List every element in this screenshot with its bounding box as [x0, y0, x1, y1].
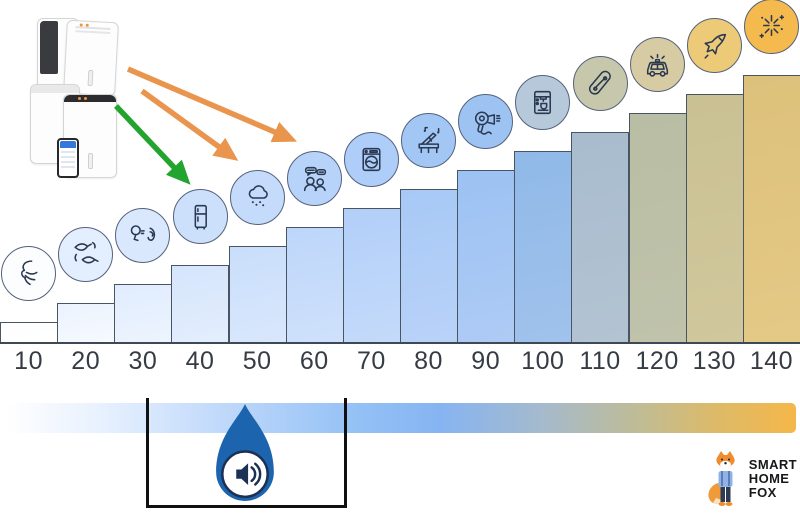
logo-line-home: HOME — [748, 470, 790, 486]
circle-coffee-machine-icon: .f{fill:#2b3950;stroke:none;} — [515, 74, 571, 130]
axis-label-120: 120 — [635, 347, 679, 375]
hair-dryer-icon: .f{fill:#2b3950;stroke:none;} — [475, 110, 501, 135]
fighter-jet-icon: .f{fill:#2b3950;stroke:none;} — [704, 33, 726, 59]
police-car-icon: .f{fill:#2b3950;stroke:none;} — [646, 53, 668, 77]
axis-label-130: 130 — [692, 347, 736, 375]
whispering-icon: .f{fill:#2b3950;stroke:none;} — [131, 224, 156, 241]
bar-60db — [285, 227, 344, 342]
washing-machine-icon: .f{fill:#2b3950;stroke:none;} — [362, 147, 381, 171]
dehumidifier-products — [25, 12, 130, 182]
smart-home-fox-logo: SMART HOME FOX — [704, 450, 797, 508]
circle-fighter-jet-icon: .f{fill:#2b3950;stroke:none;} — [686, 17, 742, 73]
circle-washing-machine-icon: .f{fill:#2b3950;stroke:none;} — [343, 131, 399, 187]
logo-line-fox: FOX — [748, 485, 777, 501]
axis-label-20: 20 — [71, 347, 101, 375]
axis-label-70: 70 — [357, 347, 386, 375]
bar-10db — [0, 322, 58, 342]
rain-icon: .f{fill:#2b3950;stroke:none;} — [248, 184, 268, 206]
dehumidifier-range-bracket — [146, 398, 347, 508]
fox-mascot-icon — [708, 451, 735, 506]
circle-police-car-icon: .f{fill:#2b3950;stroke:none;} — [629, 36, 685, 92]
circle-piano-icon: .f{fill:#2b3950;stroke:none;} — [401, 112, 457, 168]
circle-whispering-icon: .f{fill:#2b3950;stroke:none;} — [115, 207, 171, 263]
circle-chainsaw-icon: .f{fill:#2b3950;stroke:none;} — [572, 55, 628, 111]
logo-line-smart: SMART — [748, 456, 797, 472]
decibel-gradient-scale — [5, 403, 796, 433]
conversation-icon: .f{fill:#2b3950;stroke:none;} — [303, 166, 326, 191]
coffee-machine-icon: .f{fill:#2b3950;stroke:none;} — [534, 90, 552, 114]
axis-label-110: 110 — [579, 347, 621, 375]
axis-label-10: 10 — [14, 347, 43, 375]
bar-50db — [228, 246, 287, 342]
rustling-leaves-icon: .f{fill:#2b3950;stroke:none;} — [74, 241, 99, 264]
axis-label-30: 30 — [128, 347, 158, 375]
bar-100db — [514, 151, 573, 342]
bar-30db — [114, 284, 173, 342]
axis-label-80: 80 — [414, 347, 443, 375]
circle-breathing-icon: .f{fill:#2b3950;stroke:none;} — [1, 245, 57, 301]
circle-rain-icon: .f{fill:#2b3950;stroke:none;} — [229, 169, 285, 225]
axis-label-60: 60 — [299, 347, 329, 375]
axis-label-90: 90 — [471, 347, 501, 375]
circle-refrigerator-icon: .f{fill:#2b3950;stroke:none;} — [172, 188, 228, 244]
circle-rustling-leaves-icon: .f{fill:#2b3950;stroke:none;} — [58, 226, 114, 282]
axis-label-40: 40 — [185, 347, 215, 375]
piano-icon: .f{fill:#2b3950;stroke:none;} — [418, 126, 440, 153]
bar-40db — [171, 265, 230, 342]
circle-fireworks-icon: .f{fill:#2b3950;stroke:none;} — [743, 0, 799, 54]
bar-80db — [400, 189, 458, 342]
water-drop-speaker-icon — [216, 404, 274, 501]
chainsaw-icon: .f{fill:#2b3950;stroke:none;} — [588, 70, 611, 95]
bar-70db — [342, 208, 401, 342]
fireworks-icon: .f{fill:#2b3950;stroke:none;} — [759, 14, 785, 38]
axis-label-50: 50 — [242, 347, 272, 375]
bar-120db — [628, 113, 687, 342]
circle-conversation-icon: .f{fill:#2b3950;stroke:none;} — [286, 150, 342, 206]
bar-20db — [57, 303, 116, 342]
breathing-icon: .f{fill:#2b3950;stroke:none;} — [21, 259, 38, 285]
chart-baseline — [0, 342, 800, 344]
bar-130db — [685, 94, 744, 342]
axis-label-140: 140 — [749, 347, 794, 375]
smartphone-app — [57, 138, 79, 178]
refrigerator-icon: .f{fill:#2b3950;stroke:none;} — [194, 204, 207, 230]
bar-140db — [742, 75, 800, 342]
circle-hair-dryer-icon: .f{fill:#2b3950;stroke:none;} — [458, 93, 514, 149]
axis-label-100: 100 — [521, 347, 565, 375]
dehumidifier-2-front — [63, 94, 117, 178]
bar-110db — [571, 132, 630, 342]
bar-90db — [457, 170, 516, 342]
dehumidifier-grille — [40, 21, 58, 75]
